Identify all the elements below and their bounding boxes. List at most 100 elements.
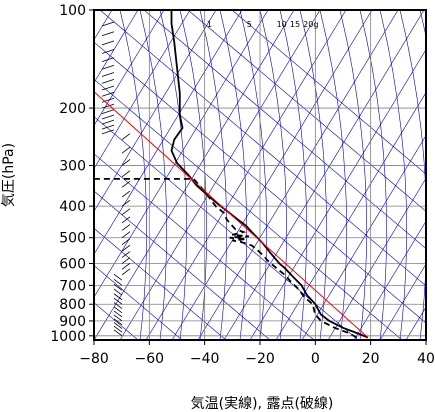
adiabat-line [119,10,321,340]
isotherm-line [94,41,426,324]
mixing-ratio-line [379,10,407,340]
wind-barb [121,251,131,258]
isotherm-line [187,10,426,212]
mixing-ratio-line [259,10,287,340]
mixing-ratio-line [239,10,267,340]
x-tick-label: 40 [417,351,435,367]
wind-barb [101,79,115,84]
mixing-ratio-line [119,10,147,340]
wind-barb [101,97,115,103]
y-tick-label: 800 [59,297,86,313]
adiabat-line [223,10,425,340]
mixing-ratio-line [299,10,327,340]
adiabat-line [171,10,373,340]
mixing-ratio-label: 10 [277,20,287,29]
x-tick-label: −60 [135,351,165,367]
wind-barb [113,273,123,281]
wind-barb [113,283,123,291]
wind-barbs [101,21,131,337]
wind-barb [121,208,131,216]
wind-barb [121,133,131,140]
wind-barb [121,170,131,178]
adiabat-line [94,10,269,298]
adiabat-line [94,10,139,84]
wind-barb [101,91,115,97]
wind-barb [101,64,115,70]
gridlines [94,10,426,340]
adiabat-line [94,10,165,127]
x-axis-label: 気温(実線), 露点(破線) [191,396,334,412]
wind-barb [113,279,123,286]
y-tick-label: 100 [59,3,86,19]
wind-barb [121,146,131,154]
mixing-ratio-labels: 1 5 10 15 20g [207,20,319,29]
x-tick-label: −20 [245,351,275,367]
wind-barb [113,302,123,309]
y-tick-label: 600 [59,257,86,273]
mixing-ratio-line [159,10,187,340]
wind-barb [113,314,123,322]
wind-barb [121,257,131,264]
mixing-ratio-label: 5 [247,20,252,29]
adiabat-line [94,10,217,212]
wind-barb [101,119,115,125]
mixing-ratio-line [419,10,426,38]
wind-barb [121,190,131,198]
adiabat-line [327,177,426,340]
mixing-ratio-line [199,10,227,340]
mixing-ratio-line [279,10,307,340]
mixing-ratio-line [339,10,367,340]
wind-barb [121,180,131,188]
isotherm-line [94,190,271,340]
x-tick-label: 0 [311,351,320,367]
wind-barb [113,293,123,301]
wind-barb [121,268,131,276]
wind-barb [121,231,131,239]
wind-barb [101,21,115,27]
y-tick-label: 500 [59,231,86,247]
isotherm-line [231,10,426,175]
wind-barb [101,72,115,77]
wind-barb [101,31,115,37]
wind-barb [101,129,115,135]
x-axis-ticks: −80 −60 −40 −20 0 20 40 [79,340,435,367]
wind-barb [113,329,123,337]
wind-barb [101,40,115,46]
isotherm-line [94,153,315,340]
x-tick-label: 20 [362,351,380,367]
adiabat-line [197,10,399,340]
wind-barb [121,216,131,224]
wind-barb [113,325,123,333]
y-tick-label: 300 [59,158,86,174]
y-tick-label: 900 [59,314,86,330]
wind-barb [121,159,131,166]
wind-barb [113,322,123,329]
adiabat-line [94,10,243,255]
wind-barb [101,109,115,115]
wind-barb [113,297,123,305]
isotherm-line [94,265,183,340]
mixing-ratio-label: 15 [290,20,300,29]
adiabat-line [249,49,426,340]
wind-barb [121,224,131,231]
wind-barb [101,124,115,130]
adiabat-line [301,134,426,340]
wind-barb [113,310,123,318]
series-lines [94,10,369,339]
y-axis-label: 気圧(hPa) [1,143,17,207]
y-tick-label: 1000 [50,329,86,345]
y-tick-label: 700 [59,278,86,294]
wind-barb [101,85,115,91]
wind-barb [121,238,131,245]
wind-barb [101,49,115,54]
wind-barb [101,57,115,62]
y-tick-label: 200 [59,101,86,117]
mixing-ratio-line [219,10,247,340]
mixing-ratio-line [399,10,426,340]
y-tick-label: 400 [59,199,86,215]
wind-barb [101,103,115,109]
isotherm-line [94,227,227,340]
wind-barb [121,199,131,207]
